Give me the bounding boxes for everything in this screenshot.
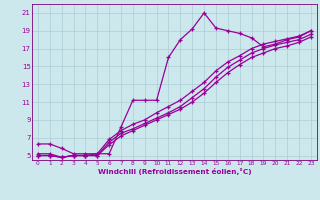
X-axis label: Windchill (Refroidissement éolien,°C): Windchill (Refroidissement éolien,°C)	[98, 168, 251, 175]
